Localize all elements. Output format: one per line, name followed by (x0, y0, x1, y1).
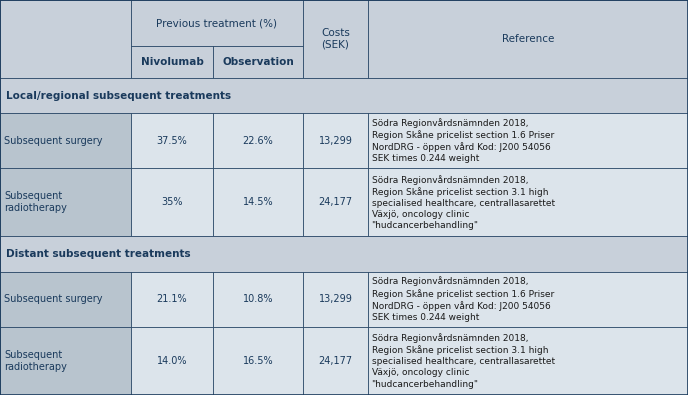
Bar (368, 0, 688, 78)
Bar (213, 168, 303, 237)
Text: Subsequent
radiotherapy: Subsequent radiotherapy (4, 350, 67, 372)
Bar (213, 327, 303, 395)
Bar (303, 168, 368, 237)
Text: Observation: Observation (222, 57, 294, 67)
Bar (0, 168, 131, 237)
Text: 13,299: 13,299 (319, 136, 352, 146)
Bar (0, 78, 688, 113)
Bar (131, 168, 213, 237)
Bar (131, 272, 213, 327)
Text: 16.5%: 16.5% (243, 356, 273, 366)
Text: Nivolumab: Nivolumab (140, 57, 204, 67)
Text: Reference: Reference (502, 34, 555, 44)
Bar (0, 327, 131, 395)
Text: 35%: 35% (161, 198, 183, 207)
Bar (0, 0, 131, 78)
Bar (303, 272, 368, 327)
Bar (213, 113, 303, 168)
Text: 24,177: 24,177 (319, 356, 352, 366)
Text: 21.1%: 21.1% (157, 294, 187, 304)
Bar (131, 46, 213, 78)
Text: 14.5%: 14.5% (243, 198, 273, 207)
Bar (303, 0, 368, 78)
Text: Costs
(SEK): Costs (SEK) (321, 28, 350, 50)
Bar (368, 168, 688, 237)
Text: 13,299: 13,299 (319, 294, 352, 304)
Text: 22.6%: 22.6% (243, 136, 273, 146)
Text: Previous treatment (%): Previous treatment (%) (156, 18, 277, 28)
Text: Södra Regionvårdsnämnden 2018,
Region Skåne pricelist section 3.1 high
specialis: Södra Regionvårdsnämnden 2018, Region Sk… (372, 333, 555, 389)
Text: 24,177: 24,177 (319, 198, 352, 207)
Bar (0, 237, 688, 272)
Text: Södra Regionvårdsnämnden 2018,
Region Skåne pricelist section 3.1 high
specialis: Södra Regionvårdsnämnden 2018, Region Sk… (372, 175, 555, 230)
Bar (303, 327, 368, 395)
Text: Södra Regionvårdsnämnden 2018,
Region Skåne pricelist section 1.6 Priser
NordDRG: Södra Regionvårdsnämnden 2018, Region Sk… (372, 276, 554, 322)
Text: Local/regional subsequent treatments: Local/regional subsequent treatments (6, 90, 230, 101)
Text: 14.0%: 14.0% (157, 356, 187, 366)
Bar (303, 113, 368, 168)
Bar (131, 113, 213, 168)
Bar (213, 272, 303, 327)
Bar (213, 46, 303, 78)
Text: Subsequent surgery: Subsequent surgery (4, 294, 103, 304)
Text: Distant subsequent treatments: Distant subsequent treatments (6, 249, 190, 259)
Text: 37.5%: 37.5% (157, 136, 187, 146)
Bar (131, 327, 213, 395)
Bar (368, 113, 688, 168)
Text: Subsequent
radiotherapy: Subsequent radiotherapy (4, 191, 67, 213)
Text: Subsequent surgery: Subsequent surgery (4, 136, 103, 146)
Bar (131, 0, 303, 46)
Bar (0, 113, 131, 168)
Bar (368, 327, 688, 395)
Text: Södra Regionvårdsnämnden 2018,
Region Skåne pricelist section 1.6 Priser
NordDRG: Södra Regionvårdsnämnden 2018, Region Sk… (372, 118, 554, 164)
Bar (0, 272, 131, 327)
Bar (368, 272, 688, 327)
Text: 10.8%: 10.8% (243, 294, 273, 304)
